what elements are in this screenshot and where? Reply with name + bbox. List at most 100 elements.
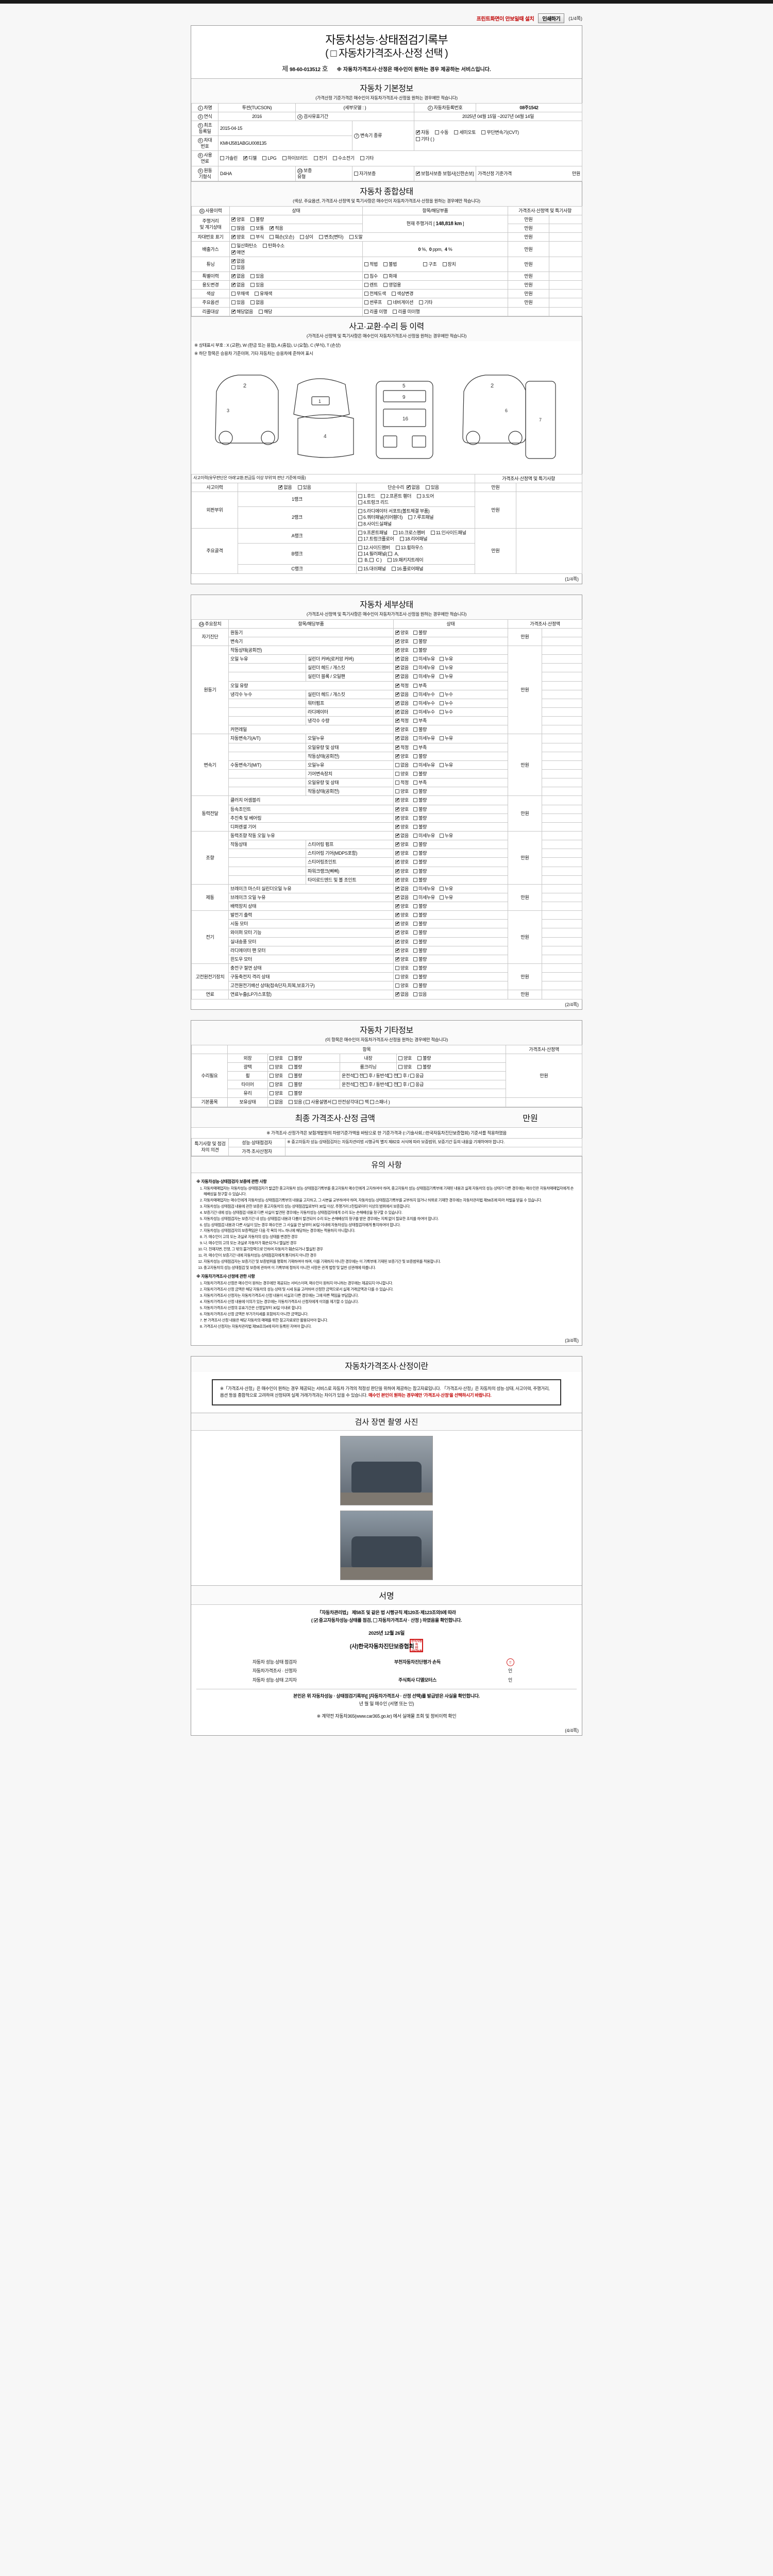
transmission-option-auto[interactable]: 자동 [416,129,429,135]
state-option[interactable]: 없음 [395,691,409,698]
state-option[interactable]: 불량 [413,797,427,803]
state-option[interactable]: 양호 [395,965,409,971]
detail-price-cell[interactable] [542,945,582,955]
state-option[interactable]: 양호 [395,823,409,830]
state-option[interactable]: 양호 [395,903,409,909]
checkbox-price-survey[interactable] [373,1618,377,1622]
state-option[interactable]: 양호 [395,638,409,645]
state-option[interactable]: 누유 [439,673,453,680]
state-option[interactable]: 양호 [395,815,409,821]
detail-price-cell[interactable] [542,822,582,832]
state-option[interactable]: 불량 [413,921,427,927]
mileage-many[interactable]: 많음 [231,225,245,231]
detail-price-cell[interactable] [542,698,582,708]
state-option[interactable]: 양호 [395,841,409,848]
state-option[interactable]: 불량 [413,771,427,777]
state-option[interactable]: 없음 [395,664,409,671]
detail-price-cell[interactable] [542,928,582,938]
state-option[interactable]: 없음 [395,832,409,839]
state-option[interactable]: 없음 [395,673,409,680]
state-option[interactable]: 없음 [395,708,409,715]
state-option[interactable]: 불량 [413,638,427,645]
detail-price-cell[interactable] [542,902,582,911]
detail-price-cell[interactable] [542,716,582,726]
warranty-option-self[interactable]: 자가보증 [354,171,376,177]
state-option[interactable]: 양호 [395,788,409,794]
transmission-option-cvt[interactable]: 무단변속기(CVT) [481,129,519,135]
state-option[interactable]: 미세누유 [413,894,435,901]
transmission-option-manual[interactable]: 수동 [435,129,448,135]
detail-price-cell[interactable] [542,663,582,673]
fuel-option-gasoline[interactable]: 가솔린 [220,155,238,161]
state-option[interactable]: 불량 [413,841,427,848]
detail-price-cell[interactable] [542,734,582,743]
state-option[interactable]: 부족 [413,683,427,689]
state-option[interactable]: 불량 [413,929,427,936]
detail-price-cell[interactable] [542,849,582,858]
detail-price-cell[interactable] [542,831,582,841]
state-option[interactable]: 양호 [395,726,409,733]
state-option[interactable]: 양호 [395,947,409,954]
detail-price-cell[interactable] [542,645,582,655]
state-option[interactable]: 양호 [395,956,409,962]
state-option[interactable]: 불량 [413,850,427,856]
mileage-normal[interactable]: 보통 [250,225,264,231]
state-option[interactable]: 미세누유 [413,762,435,768]
state-option[interactable]: 불량 [413,982,427,989]
state-option[interactable]: 불량 [413,726,427,733]
state-option[interactable]: 양호 [395,796,409,803]
state-option[interactable]: 누유 [439,665,453,671]
state-option[interactable]: 양호 [395,850,409,856]
state-option[interactable]: 누수 [439,709,453,715]
state-option[interactable]: 양호 [395,858,409,865]
transmission-option-semiauto[interactable]: 세미오토 [454,129,476,135]
state-option[interactable]: 불량 [413,859,427,865]
state-option[interactable]: 누유 [439,833,453,839]
state-option[interactable]: 미세누수 [413,691,435,698]
detail-price-cell[interactable] [542,910,582,920]
state-option[interactable]: 없음 [395,991,409,997]
fuel-option-diesel[interactable]: 디젤 [243,155,257,161]
fuel-option-other[interactable]: 기타 [360,155,374,161]
detail-price-cell[interactable] [542,972,582,982]
state-option[interactable]: 양호 [395,929,409,936]
detail-price-cell[interactable] [542,857,582,867]
print-button[interactable]: 인쇄하기 [538,13,565,23]
state-option[interactable]: 누수 [439,700,453,706]
detail-price-cell[interactable] [542,892,582,903]
state-option[interactable]: 적정 [395,717,409,724]
detail-price-cell[interactable] [542,795,582,805]
detail-price-cell[interactable] [542,769,582,779]
state-option[interactable]: 불량 [413,903,427,909]
state-option[interactable]: 양호 [395,806,409,812]
state-option[interactable]: 부족 [413,779,427,786]
detail-price-cell[interactable] [542,884,582,893]
detail-price-cell[interactable] [542,725,582,735]
state-option[interactable]: 불량 [413,912,427,918]
state-option[interactable]: 양호 [395,629,409,636]
checkbox-performance-check[interactable] [313,1617,318,1624]
state-option[interactable]: 적정 [395,682,409,689]
detail-price-cell[interactable] [542,681,582,690]
state-option[interactable]: 없음 [395,700,409,706]
detail-price-cell[interactable] [542,963,582,973]
state-option[interactable]: 불량 [413,877,427,883]
state-option[interactable]: 양호 [395,974,409,980]
fuel-option-lpg[interactable]: LPG [262,155,277,161]
state-option[interactable]: 누유 [439,894,453,901]
inspection-photo-rear[interactable] [340,1435,433,1505]
state-option[interactable]: 부족 [413,744,427,751]
state-option[interactable]: 양호 [395,982,409,989]
state-option[interactable]: 누유 [439,886,453,892]
state-option[interactable]: 불량 [413,965,427,971]
inspection-photo-front[interactable] [340,1510,433,1580]
state-option[interactable]: 없음 [395,655,409,662]
mileage-few[interactable]: 적음 [270,225,283,231]
state-option[interactable]: 누수 [439,691,453,698]
state-option[interactable]: 누유 [439,735,453,741]
state-option[interactable]: 양호 [395,911,409,918]
state-option[interactable]: 불량 [413,647,427,653]
state-option[interactable]: 불량 [413,815,427,821]
state-option[interactable]: 있음 [413,991,427,997]
detail-price-cell[interactable] [542,787,582,796]
